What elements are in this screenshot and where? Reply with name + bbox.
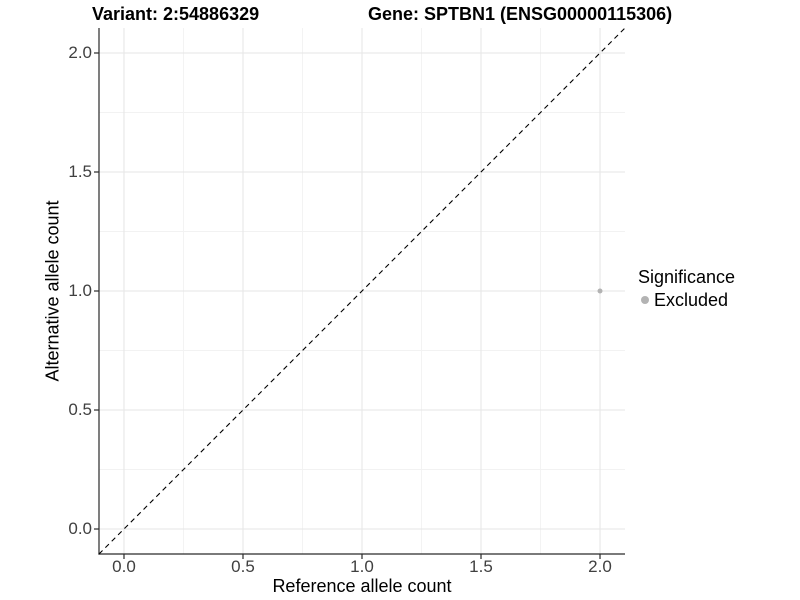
x-tick-label: 2.0 — [588, 557, 612, 576]
plot-title-gene: Gene: SPTBN1 (ENSG00000115306) — [368, 4, 673, 24]
legend-point-icon — [641, 296, 649, 304]
x-tick-label: 0.0 — [112, 557, 136, 576]
x-tick-label: 1.5 — [469, 557, 493, 576]
legend-title: Significance — [638, 267, 736, 287]
data-point — [597, 288, 603, 294]
legend-item-label: Excluded — [654, 290, 729, 310]
x-tick-label: 0.5 — [231, 557, 255, 576]
x-axis-title: Reference allele count — [272, 576, 452, 596]
identity-reference-line — [98, 27, 626, 555]
y-tick-label: 1.0 — [68, 281, 92, 300]
x-tick-label: 1.0 — [350, 557, 374, 576]
legend: Significance Excluded — [638, 266, 735, 311]
y-tick-label: 0.0 — [68, 519, 92, 538]
legend-item-excluded: Excluded — [638, 289, 735, 311]
y-tick-label: 2.0 — [68, 42, 92, 62]
plot-title-variant: Variant: 2:54886329 — [92, 4, 260, 24]
y-tick-label: 0.5 — [68, 400, 92, 419]
y-tick-label: 1.5 — [68, 161, 92, 181]
